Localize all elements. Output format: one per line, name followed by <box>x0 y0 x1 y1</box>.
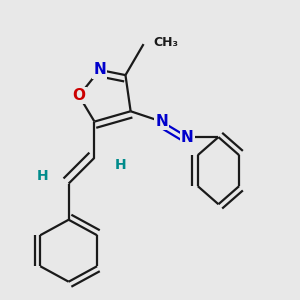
Text: H: H <box>37 169 49 183</box>
Text: N: N <box>155 114 168 129</box>
Text: N: N <box>181 130 194 145</box>
Text: N: N <box>93 62 106 77</box>
Text: CH₃: CH₃ <box>154 36 179 49</box>
Text: O: O <box>73 88 85 103</box>
Text: H: H <box>115 158 126 172</box>
